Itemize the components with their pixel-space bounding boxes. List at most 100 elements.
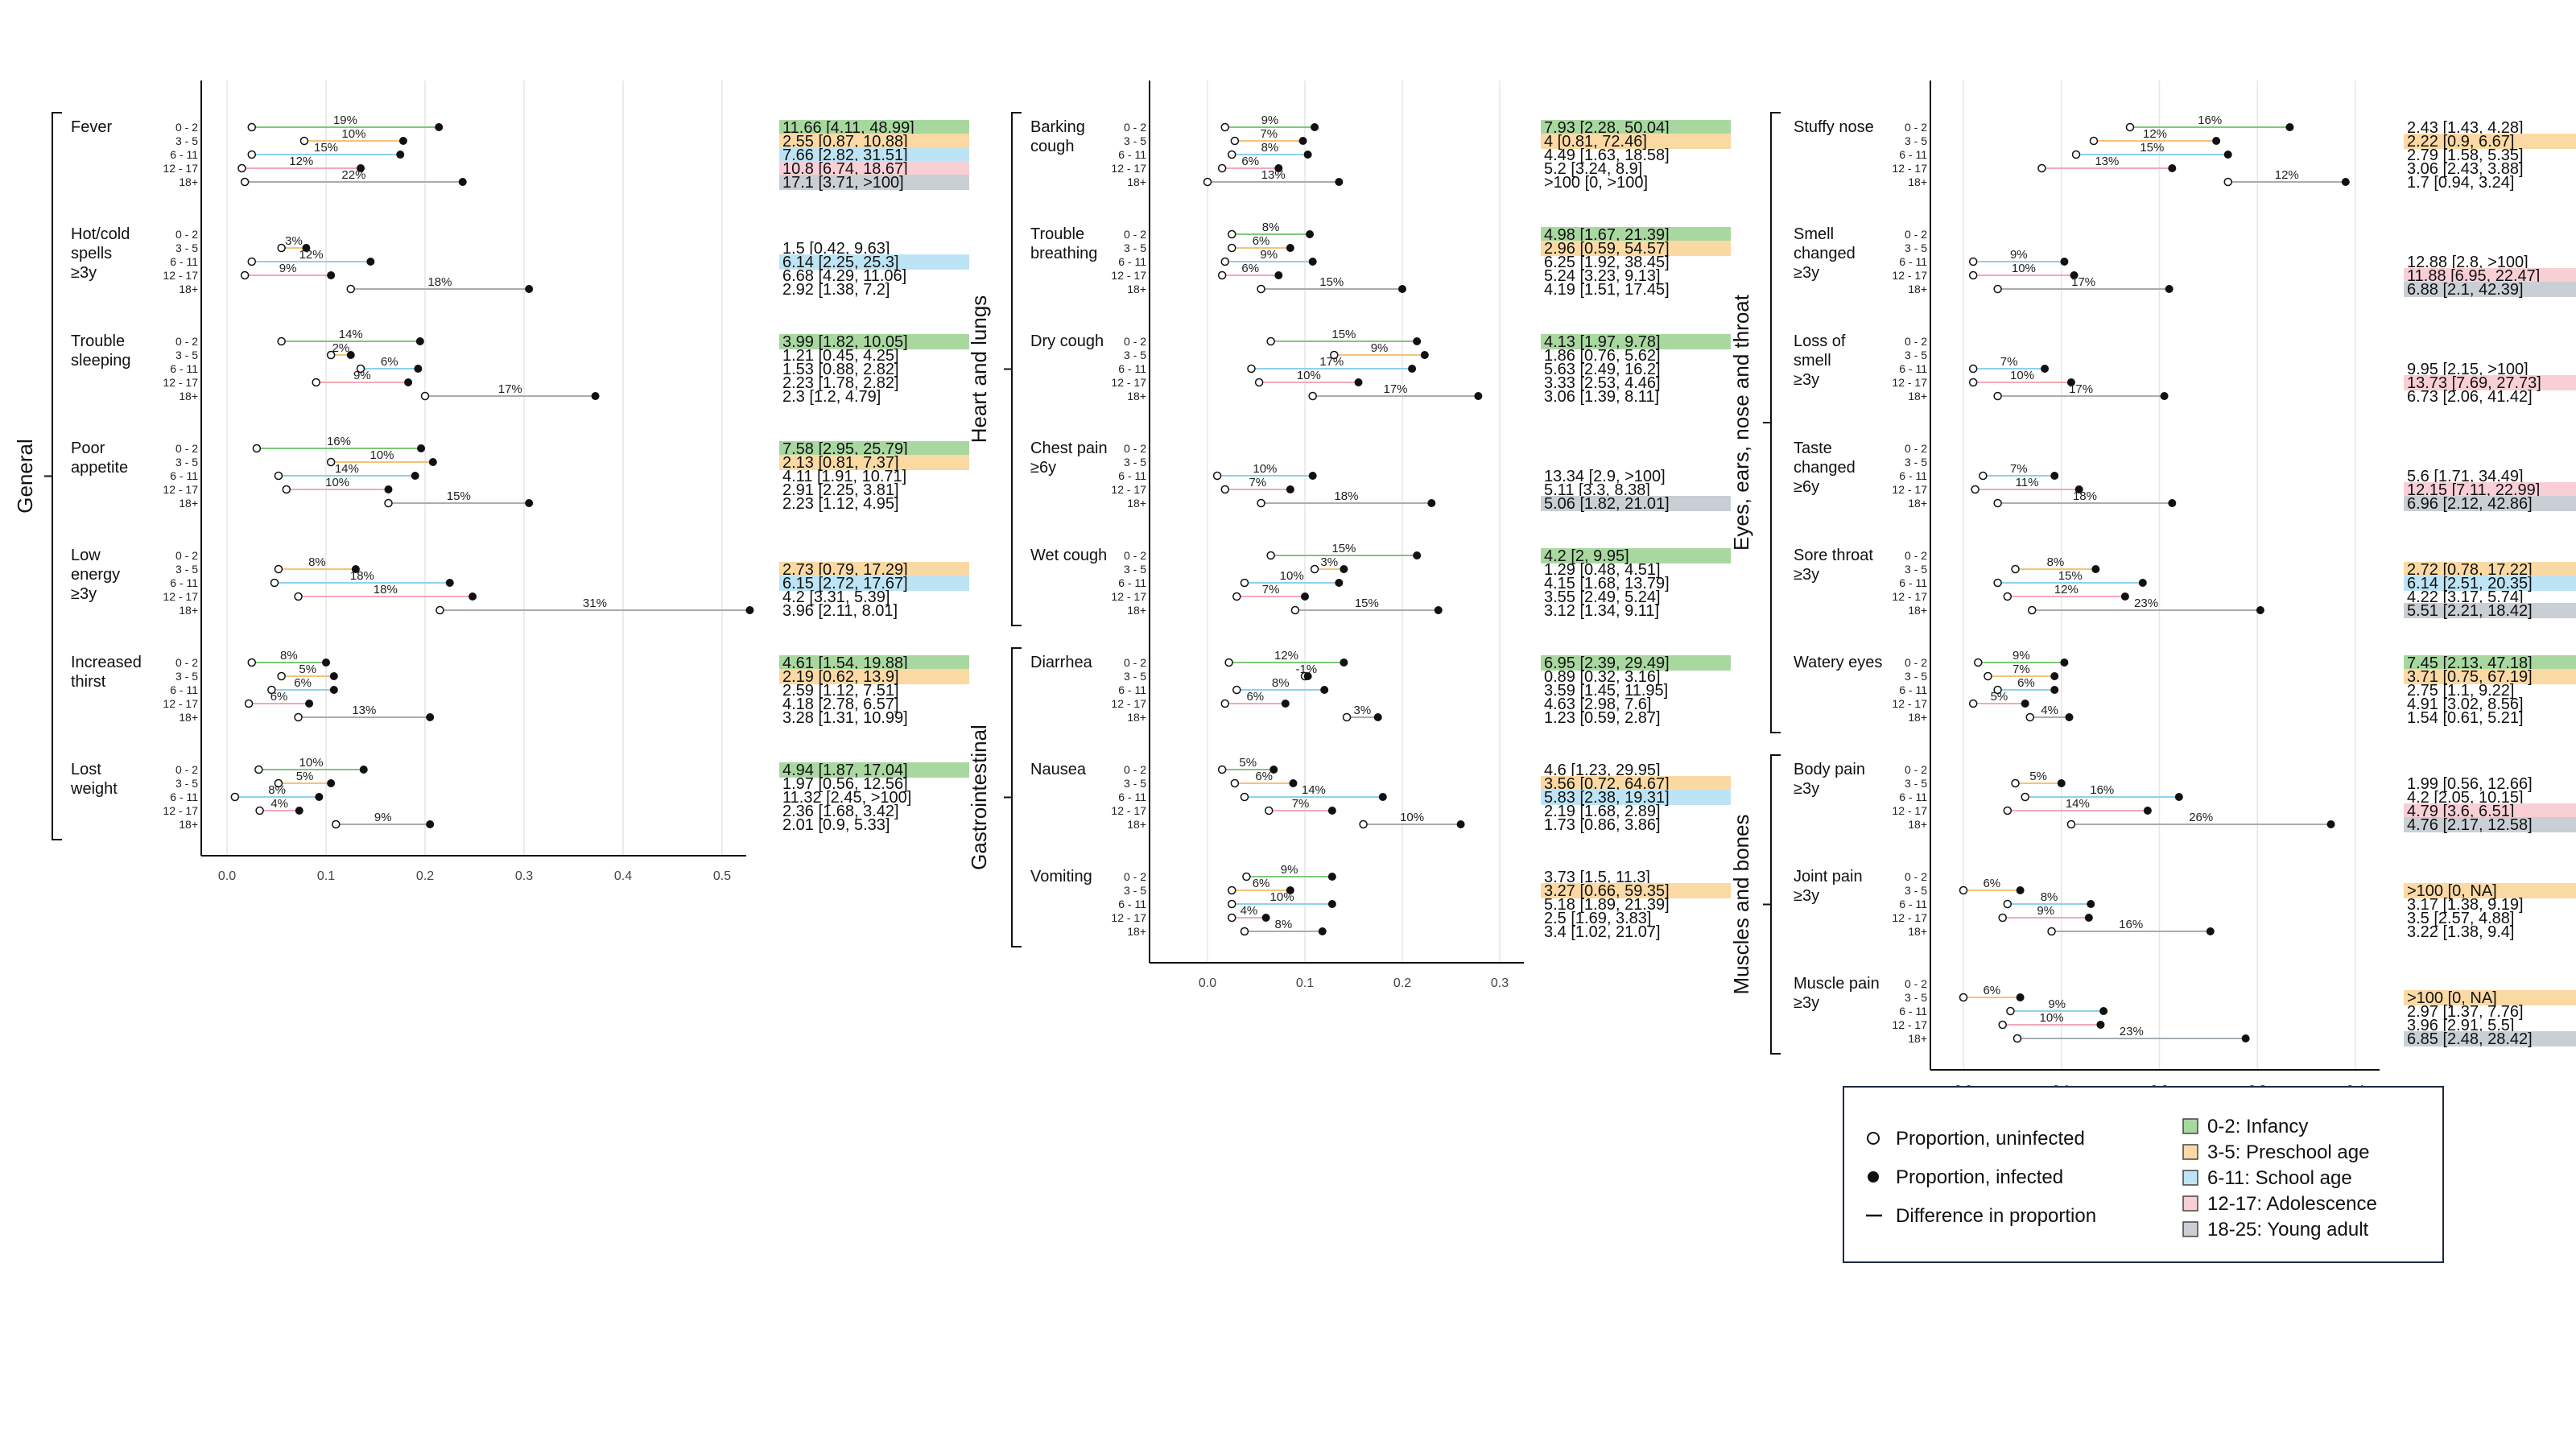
difference-percent-label: 10% — [299, 756, 324, 770]
symptom-label: Loss of — [1794, 332, 1846, 350]
ratio-ci-text: 3.56 [0.72, 64.67] — [1544, 775, 1670, 793]
difference-percent-label: 4% — [2041, 704, 2058, 717]
ratio-ci-text: 2.22 [0.9, 6.67] — [2407, 133, 2514, 151]
ratio-ci-text: 3.5 [2.57, 4.88] — [2407, 910, 2514, 927]
ci-highlight — [779, 175, 969, 190]
legend-uninfected-marker — [1867, 1132, 1880, 1145]
symptom-group: Nausea 0 - 2 4.6 [1.23, 29.95] 5% 3 - 5 3.56 … — [1030, 756, 1731, 834]
symptom-group: Poor appetite 0 - 2 7.58 [2.95, 25.79] 16% 3 … — [71, 435, 969, 513]
infected-point — [1308, 472, 1317, 480]
infected-point — [1281, 700, 1290, 708]
age-label: 0 - 2 — [1124, 335, 1146, 348]
age-label: 6 - 11 — [1899, 1005, 1927, 1018]
uninfected-point — [1993, 284, 2002, 294]
uninfected-point — [1257, 498, 1265, 508]
symptom-group: Increased thirst 0 - 2 4.61 [1.54, 19.88] 8%… — [71, 649, 969, 727]
difference-percent-label: 7% — [1260, 127, 1278, 141]
age-label: 18+ — [1127, 497, 1146, 510]
ci-highlight — [2404, 375, 2576, 390]
infected-point — [2074, 485, 2083, 493]
ratio-ci-text: 3.4 [1.02, 21.07] — [1544, 923, 1661, 941]
ratio-ci-text: 7.93 [2.28, 50.04] — [1544, 119, 1670, 137]
difference-percent-label: 18% — [1334, 489, 1358, 503]
symptom-label: ≥6y — [1794, 478, 1819, 496]
age-label: 6 - 11 — [1899, 255, 1927, 268]
age-label: 12 - 17 — [1111, 911, 1146, 924]
difference-percent-label: 8% — [1272, 676, 1290, 690]
symptom-label: ≥3y — [1794, 371, 1819, 389]
infected-point — [1303, 672, 1312, 680]
ratio-ci-text: 2.72 [0.78, 17.22] — [2407, 561, 2533, 579]
difference-percent-label: 10% — [1270, 890, 1294, 904]
ci-highlight — [2404, 655, 2576, 671]
legend-difference-label: Difference in proportion — [1896, 1205, 2096, 1227]
infected-point — [384, 485, 393, 493]
symptom-label: spells — [71, 245, 112, 262]
infected-point — [1308, 258, 1317, 266]
infected-point — [329, 672, 338, 680]
ci-highlight — [2404, 883, 2576, 898]
difference-percent-label: 5% — [296, 770, 314, 783]
uninfected-point — [1220, 122, 1230, 132]
infected-point — [2066, 378, 2075, 386]
domain-label: General — [13, 439, 37, 514]
ratio-ci-text: 2.01 [0.9, 5.33] — [782, 816, 890, 834]
infected-point — [1269, 766, 1278, 774]
uninfected-point — [1217, 163, 1227, 173]
infected-point — [2060, 658, 2069, 667]
uninfected-point — [2011, 564, 2020, 574]
difference-percent-label: 16% — [2119, 918, 2143, 931]
symptom-label: Low — [71, 547, 101, 564]
age-label: 6 - 11 — [1899, 683, 1927, 696]
ratio-ci-text: 4.15 [1.68, 13.79] — [1544, 575, 1670, 592]
difference-percent-label: 10% — [1400, 811, 1424, 824]
difference-percent-label: 6% — [294, 676, 312, 690]
uninfected-point — [247, 257, 256, 266]
age-label: 18+ — [179, 818, 198, 831]
ratio-ci-text: 11.32 [2.45, >100] — [782, 789, 911, 807]
infected-point — [1318, 927, 1327, 935]
x-tick-label: 0.3 — [1491, 976, 1509, 990]
symptom-label: Lost — [71, 761, 101, 778]
ci-highlight — [779, 576, 969, 591]
infected-point — [415, 337, 424, 345]
ratio-ci-text: >100 [0, >100] — [1544, 174, 1648, 192]
symptom-group: Lost weight 0 - 2 4.94 [1.87, 17.04] 10% 3 - … — [70, 756, 969, 834]
ratio-ci-text: 6.14 [2.25, 25.3] — [782, 254, 899, 271]
infected-point — [426, 713, 435, 721]
uninfected-point — [1228, 886, 1236, 895]
age-label: 3 - 5 — [1124, 884, 1146, 897]
infected-point — [2223, 151, 2232, 159]
difference-percent-label: 7% — [2000, 355, 2018, 369]
ratio-ci-text: 2.19 [1.68, 2.89] — [1544, 803, 1661, 820]
legend-age-label: 6-11: School age — [2207, 1167, 2352, 1189]
ratio-ci-text: 2.75 [1.1, 9.22] — [2407, 682, 2514, 700]
uninfected-point — [326, 457, 336, 467]
age-label: 3 - 5 — [175, 134, 198, 147]
ci-highlight — [2404, 282, 2576, 297]
difference-percent-label: 3% — [285, 234, 303, 248]
legend-swatch-3-5 — [2182, 1144, 2198, 1160]
difference-percent-label: 18% — [427, 275, 452, 289]
age-label: 3 - 5 — [1905, 456, 1927, 469]
symptom-label: Body pain — [1794, 761, 1865, 778]
ratio-ci-text: 2.96 [0.59, 54.57] — [1544, 240, 1670, 258]
age-label: 6 - 11 — [1118, 255, 1146, 268]
infected-point — [366, 258, 375, 266]
panel-2: 0.0 0.1 0.2 0.3 Heart and lungs Gastrointesti… — [967, 80, 1731, 990]
uninfected-point — [1266, 336, 1275, 346]
age-label: 0 - 2 — [1124, 763, 1146, 776]
ratio-ci-text: 3.12 [1.34, 9.11] — [1544, 602, 1659, 620]
infected-point — [428, 458, 437, 466]
x-tick-label: 0.1 — [1296, 976, 1314, 990]
age-label: 0 - 2 — [1124, 870, 1146, 883]
infected-point — [2057, 779, 2066, 787]
difference-percent-label: 12% — [1274, 649, 1298, 663]
ci-highlight — [1541, 120, 1731, 135]
uninfected-point — [2013, 1034, 2022, 1043]
uninfected-point — [1212, 471, 1222, 481]
ratio-ci-text: 5.24 [3.23, 9.13] — [1544, 267, 1661, 285]
age-label: 0 - 2 — [175, 442, 198, 455]
difference-percent-label: 10% — [325, 476, 349, 489]
ratio-ci-text: 3.99 [1.82, 10.05] — [782, 333, 908, 351]
